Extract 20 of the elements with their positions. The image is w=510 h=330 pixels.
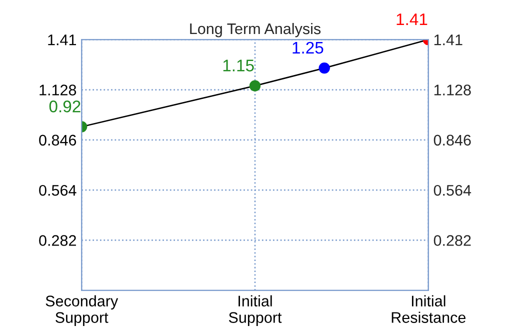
y2-tick-label: 0.564 bbox=[434, 184, 472, 196]
y2-tick-label: 0.846 bbox=[434, 134, 471, 146]
y2-tick-label: 1.128 bbox=[434, 84, 471, 96]
y-tick-label: 1.41 bbox=[48, 34, 76, 46]
data-label: 0.92 bbox=[49, 100, 80, 112]
x-tick-label: Secondary Support bbox=[46, 295, 118, 326]
y-tick-label: 0.564 bbox=[39, 184, 76, 196]
x-tick-label: Initial Support bbox=[228, 295, 282, 326]
y2-tick-label: 1.41 bbox=[434, 34, 462, 46]
x-tick-label: Initial Resistance bbox=[392, 295, 466, 323]
data-label: 1.25 bbox=[292, 42, 324, 54]
y-tick-label: 1.128 bbox=[40, 84, 76, 96]
y-tick-label: 0.846 bbox=[39, 134, 76, 146]
y2-tick-label: 0.282 bbox=[434, 235, 471, 246]
chart-title: Long Term Analysis bbox=[190, 22, 321, 38]
data-label: 1.41 bbox=[396, 14, 428, 26]
point bbox=[249, 80, 261, 92]
data-label: 1.15 bbox=[223, 60, 254, 72]
point bbox=[318, 62, 330, 74]
y-tick-label: 0.282 bbox=[39, 235, 76, 246]
